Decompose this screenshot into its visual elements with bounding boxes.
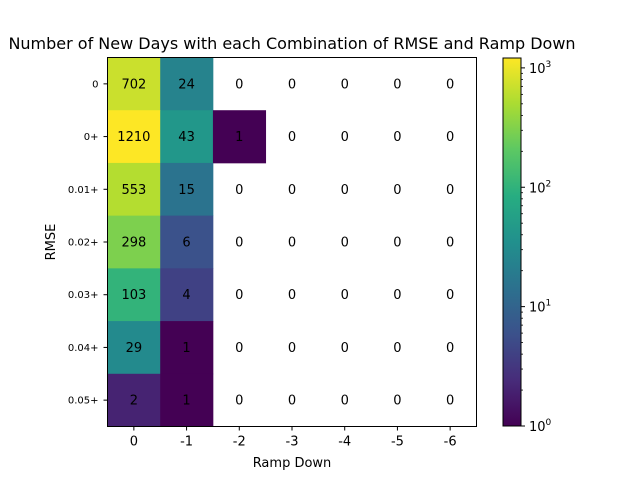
cell-value-label: 0 (341, 394, 349, 409)
cell-value-label: 0 (288, 77, 296, 92)
cell-value-label: 298 (121, 236, 146, 251)
heatmap-cell (160, 162, 214, 217)
heatmap-cell (107, 162, 161, 217)
cell-value-label: 0 (446, 394, 454, 409)
cell-value-label: 1 (182, 341, 190, 356)
cell-value-label: 24 (178, 77, 195, 92)
x-tick-label: -6 (444, 435, 457, 450)
heatmap-cell (160, 215, 214, 269)
y-tick-label: 0 (92, 79, 98, 90)
x-tick-label: -4 (338, 435, 351, 450)
colorbar-ticks: 100 101 102 103 (521, 60, 552, 435)
colorbar-tick-label: 103 (529, 60, 551, 77)
heatmap-cell (160, 57, 214, 111)
x-tick-label: -2 (233, 435, 246, 450)
y-tick-label: 0.03+ (68, 290, 99, 301)
heatmap-cell (212, 110, 267, 164)
cell-value-label: 15 (178, 183, 195, 198)
cell-value-label: 0 (446, 183, 454, 198)
y-tick-label: 0+ (84, 132, 99, 143)
y-axis-label: RMSE (44, 224, 59, 261)
cell-value-label: 0 (341, 77, 349, 92)
cell-value-label: 0 (341, 183, 349, 198)
cell-value-label: 0 (235, 77, 243, 92)
cell-value-label: 0 (341, 130, 349, 145)
cell-value-label: 2 (130, 394, 138, 409)
cell-value-label: 0 (288, 236, 296, 251)
cell-value-label: 0 (393, 288, 401, 303)
cell-value-label: 0 (393, 394, 401, 409)
heatmap-cell (107, 373, 161, 427)
cell-value-label: 0 (288, 341, 296, 356)
cell-value-label: 0 (446, 341, 454, 356)
heatmap-cell (107, 215, 161, 269)
cell-value-label: 0 (393, 130, 401, 145)
x-tick-label: 0 (130, 435, 138, 450)
heatmap-cell (160, 110, 214, 164)
y-tick-label: 0.01+ (68, 185, 99, 196)
cell-value-label: 29 (126, 341, 143, 356)
cell-value-label: 0 (446, 130, 454, 145)
x-tick-label: -3 (286, 435, 299, 450)
heatmap-cell (160, 268, 214, 322)
cell-value-label: 0 (235, 341, 243, 356)
cell-value-label: 0 (446, 288, 454, 303)
cell-value-label: 0 (288, 288, 296, 303)
colorbar-tick-label: 102 (529, 179, 551, 196)
heatmap-cell (107, 268, 161, 322)
cell-value-label: 0 (288, 130, 296, 145)
cell-value-label: 4 (182, 288, 190, 303)
chart-title: Number of New Days with each Combination… (8, 34, 575, 53)
heatmap-cell (160, 321, 214, 375)
heatmap-cells (107, 57, 267, 427)
y-tick-label: 0.04+ (68, 343, 99, 354)
x-axis-ticks: 0 -1 -2 -3 -4 -5 -6 (130, 426, 457, 450)
heatmap-cell (107, 321, 161, 375)
cell-value-label: 1 (182, 394, 190, 409)
heatmap-cell (160, 373, 214, 427)
colorbar (502, 57, 522, 427)
cell-value-label: 0 (393, 236, 401, 251)
cell-value-label: 0 (235, 394, 243, 409)
cell-value-label: 1210 (117, 130, 150, 145)
cell-value-label: 0 (393, 77, 401, 92)
cell-value-label: 0 (393, 183, 401, 198)
y-axis-ticks: 0 0+ 0.01+ 0.02+ 0.03+ 0.04+ 0.05+ (68, 79, 108, 407)
cell-value-label: 553 (121, 183, 146, 198)
cell-value-label: 0 (446, 236, 454, 251)
cell-value-label: 0 (341, 341, 349, 356)
cell-value-label: 43 (178, 130, 195, 145)
y-tick-label: 0.02+ (68, 238, 99, 249)
cell-value-label: 702 (121, 77, 146, 92)
cell-value-label: 1 (235, 130, 243, 145)
colorbar-tick-label: 100 (529, 418, 552, 435)
cell-value-label: 0 (446, 77, 454, 92)
colorbar-tick-label: 101 (529, 299, 551, 316)
cell-value-label: 0 (235, 236, 243, 251)
x-tick-label: -5 (391, 435, 404, 450)
cell-value-label: 0 (341, 236, 349, 251)
cell-value-label: 0 (235, 183, 243, 198)
cell-value-label: 0 (393, 341, 401, 356)
x-axis-label: Ramp Down (253, 456, 332, 471)
cell-value-label: 0 (341, 288, 349, 303)
cell-value-label: 0 (288, 183, 296, 198)
heatmap-cell (107, 110, 161, 164)
x-tick-label: -1 (180, 435, 193, 450)
cell-value-label: 103 (121, 288, 146, 303)
cell-value-label: 0 (235, 288, 243, 303)
heatmap-cell (107, 57, 161, 111)
cell-value-label: 0 (288, 394, 296, 409)
y-tick-label: 0.05+ (68, 396, 99, 407)
cell-value-label: 6 (182, 236, 190, 251)
